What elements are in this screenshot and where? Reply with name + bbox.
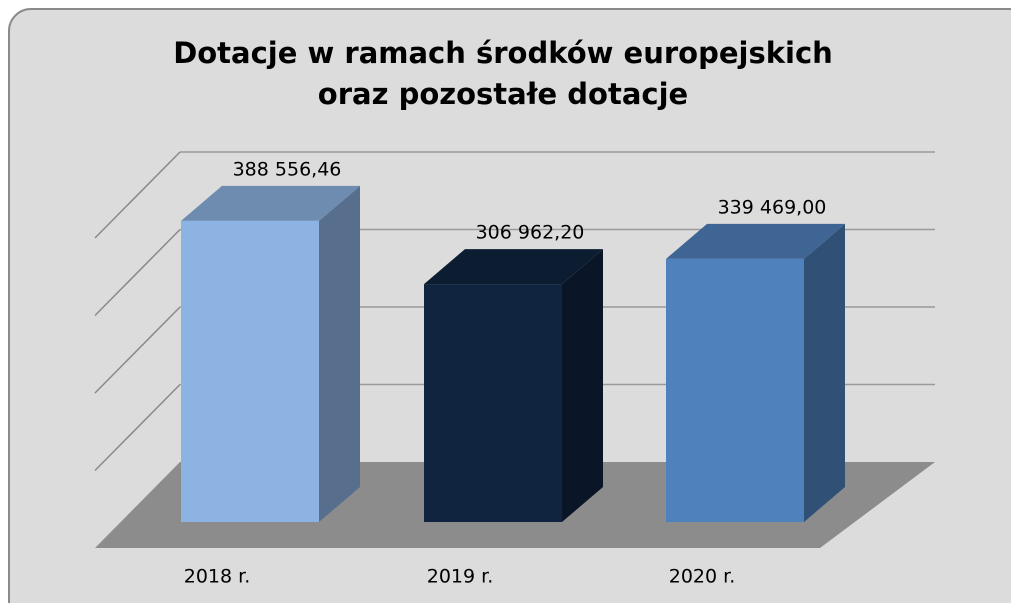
bar bbox=[181, 220, 319, 522]
x-tick-label: 2019 r. bbox=[427, 566, 494, 588]
x-tick-label: 2020 r. bbox=[669, 566, 736, 588]
value-label: 306 962,20 bbox=[476, 222, 585, 244]
grid-line bbox=[94, 151, 181, 239]
bar bbox=[666, 258, 804, 522]
value-label: 388 556,46 bbox=[233, 158, 342, 180]
x-tick-label: 2018 r. bbox=[184, 566, 251, 588]
bar-side bbox=[562, 249, 603, 522]
grid-line bbox=[94, 306, 181, 394]
chart-title: Dotacje w ramach środków europejskich bbox=[173, 36, 833, 70]
bar-top bbox=[666, 223, 845, 259]
bar-top bbox=[181, 185, 360, 221]
grid-line bbox=[94, 383, 181, 472]
chart-subtitle: oraz pozostałe dotacje bbox=[318, 77, 688, 111]
grid-line bbox=[94, 228, 181, 317]
bar-side bbox=[804, 223, 845, 522]
bar bbox=[424, 284, 562, 522]
value-label: 339 469,00 bbox=[718, 196, 827, 218]
bar-top bbox=[424, 249, 603, 285]
bar-side bbox=[319, 185, 360, 522]
